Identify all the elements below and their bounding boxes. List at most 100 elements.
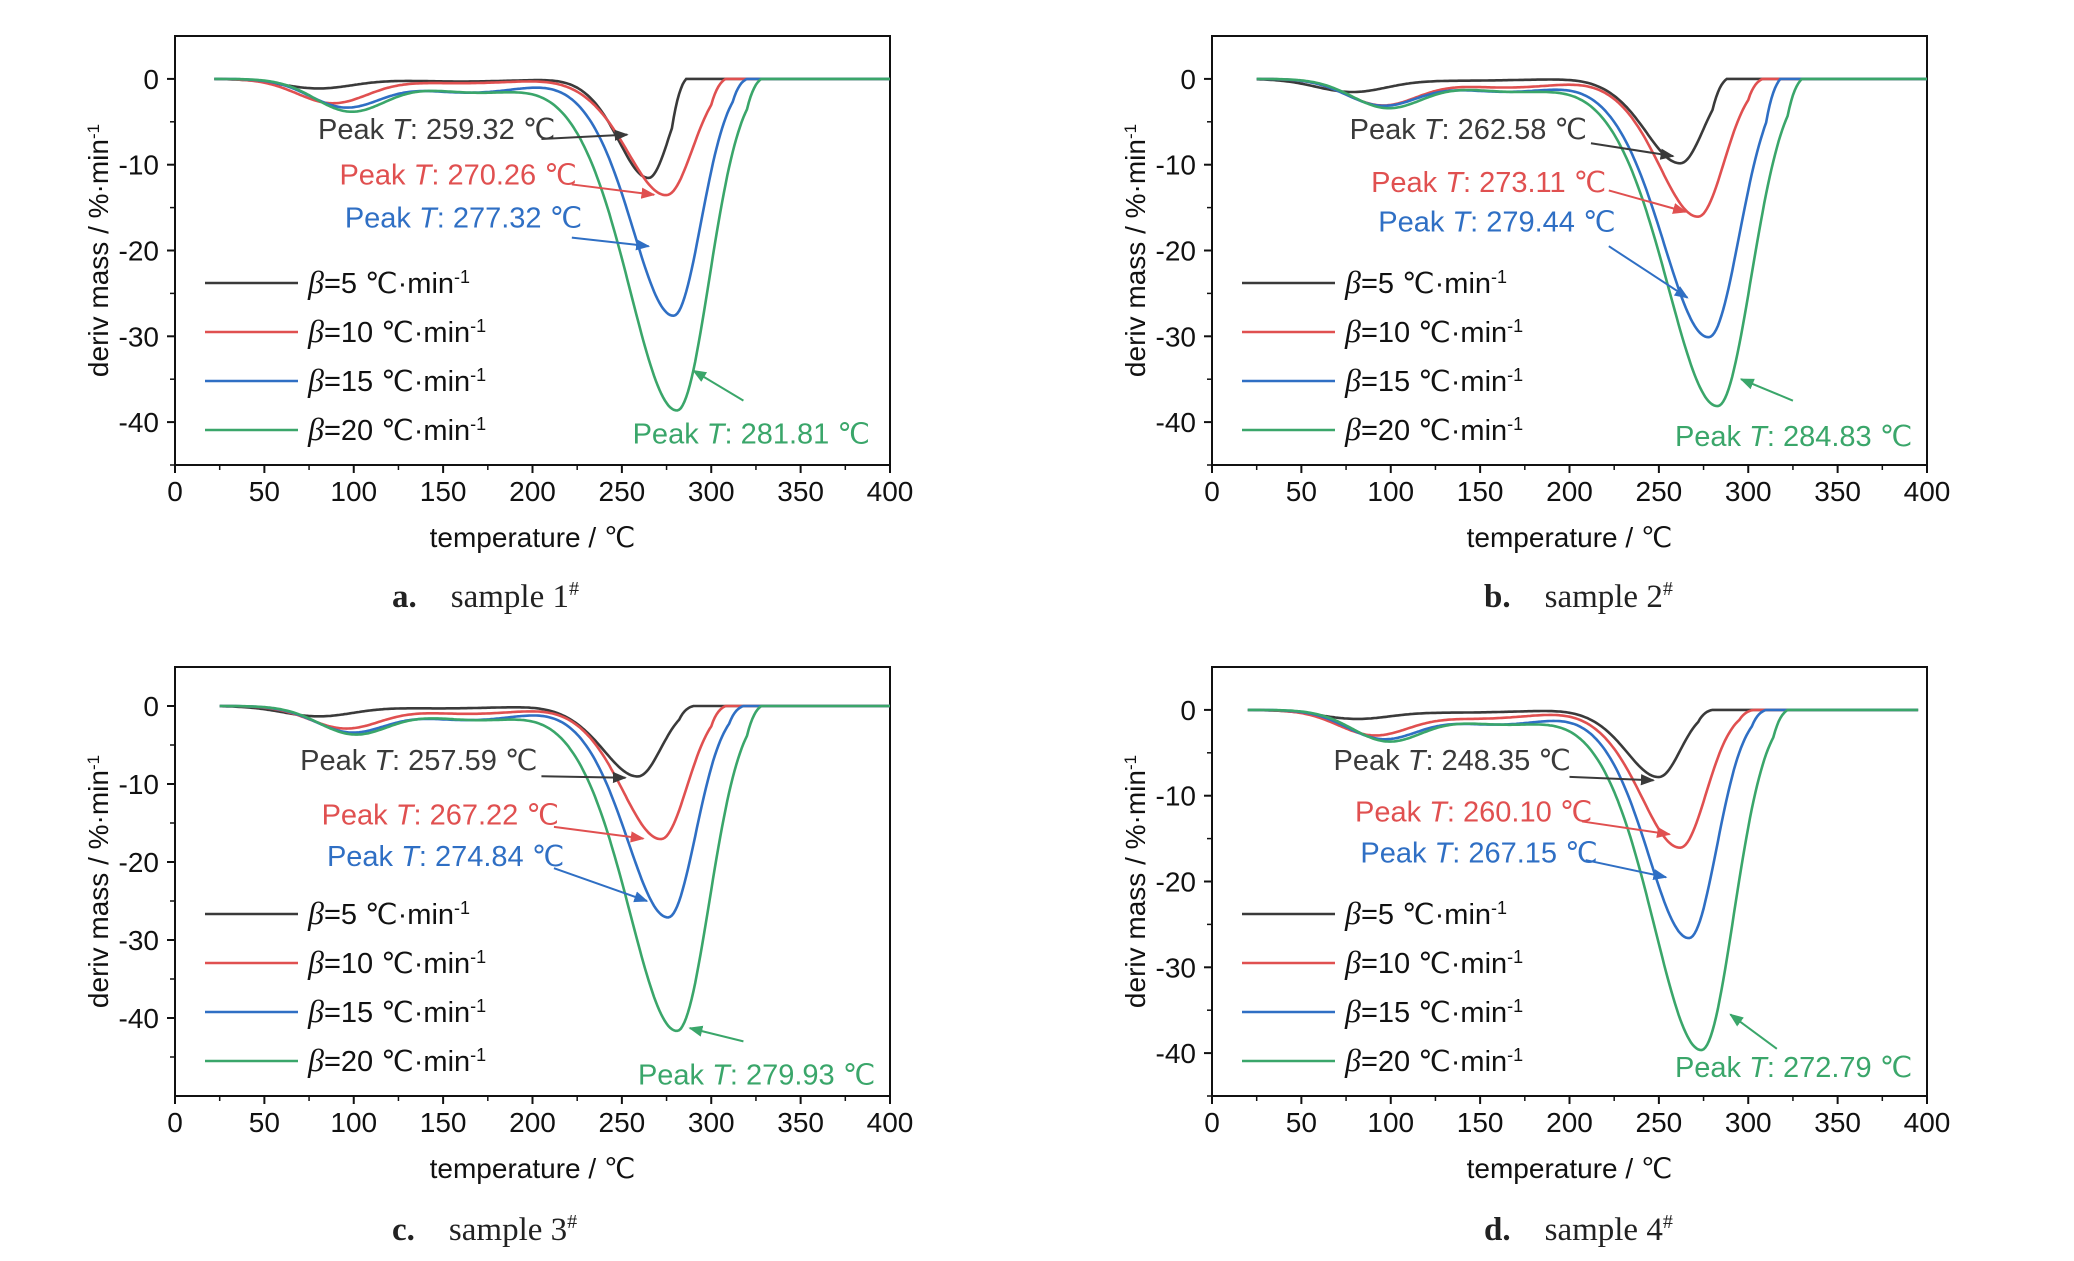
peak-arrow <box>688 1025 744 1043</box>
caption-text: sample 2 <box>1544 579 1663 615</box>
x-tick-label: 0 <box>1204 1107 1220 1138</box>
y-tick-label: -20 <box>119 847 159 878</box>
x-tick-label: 200 <box>509 476 556 507</box>
x-tick-label: 250 <box>599 476 646 507</box>
x-tick-label: 150 <box>1457 476 1504 507</box>
y-axis-title: deriv mass / %·min-1 <box>83 124 114 377</box>
caption-letter: c. <box>392 1212 415 1248</box>
caption-sup: # <box>1662 578 1673 600</box>
x-tick-label: 400 <box>1904 476 1951 507</box>
legend-label: β=10 ℃·min-1 <box>1344 944 1523 980</box>
legend-label: β=5 ℃·min-1 <box>307 895 470 931</box>
panel-c: 0 50 100 150 200 250 300 350 400 0 -10 -20 -30 -40 tem… <box>0 631 1037 1261</box>
y-tick-label: 0 <box>143 64 159 95</box>
peak-label: Peak T: 281.81 ℃ <box>633 419 870 451</box>
peak-label: Peak T: 274.84 ℃ <box>327 841 564 873</box>
legend-label: β=5 ℃·min-1 <box>1344 264 1507 300</box>
caption-d: d. sample 4# <box>1484 1211 1673 1249</box>
peak-arrow <box>553 825 645 843</box>
series-line-4 <box>1247 708 1919 1052</box>
peak-arrow <box>692 369 744 402</box>
peak-label: Peak T: 272.79 ℃ <box>1675 1052 1912 1084</box>
peak-label: Peak T: 279.44 ℃ <box>1378 207 1615 239</box>
x-tick-label: 200 <box>509 1107 556 1138</box>
legend-label: β=20 ℃·min-1 <box>307 411 486 447</box>
y-axis-title: deriv mass / %·min-1 <box>1120 124 1151 377</box>
x-tick-label: 100 <box>330 1107 377 1138</box>
y-axis-title: deriv mass / %·min-1 <box>83 755 114 1008</box>
peak-arrow <box>541 771 627 784</box>
legend-label: β=20 ℃·min-1 <box>1344 411 1523 447</box>
x-axis-title: temperature / ℃ <box>430 1153 636 1184</box>
y-tick-label: -40 <box>119 407 159 438</box>
y-tick-label: -40 <box>1156 1038 1196 1069</box>
peak-label: Peak T: 273.11 ℃ <box>1371 167 1606 199</box>
y-tick-label: -10 <box>1156 781 1196 812</box>
x-tick-label: 0 <box>167 1107 183 1138</box>
peak-label: Peak T: 267.15 ℃ <box>1360 838 1597 870</box>
y-tick-label: 0 <box>143 691 159 722</box>
legend-label: β=15 ℃·min-1 <box>307 993 486 1029</box>
caption-a: a. sample 1# <box>392 578 579 616</box>
series-line-4 <box>214 77 890 412</box>
x-tick-label: 100 <box>330 476 377 507</box>
x-tick-label: 100 <box>1367 476 1414 507</box>
caption-text: sample 1 <box>450 579 569 615</box>
x-tick-label: 150 <box>1457 1107 1504 1138</box>
x-tick-label: 350 <box>777 476 824 507</box>
x-tick-label: 350 <box>777 1107 824 1138</box>
x-tick-label: 50 <box>249 476 280 507</box>
x-tick-label: 50 <box>1286 1107 1317 1138</box>
peak-label: Peak T: 279.93 ℃ <box>638 1059 875 1091</box>
x-tick-label: 400 <box>867 476 914 507</box>
caption-letter: a. <box>392 579 417 615</box>
panel-a: 0 50 100 150 200 250 300 350 400 0 -10 -20 -30 -40 tem… <box>0 0 1037 630</box>
y-tick-label: -10 <box>119 150 159 181</box>
chart-b: 0 50 100 150 200 250 300 350 400 0 -10 -20 -30 -40 tem… <box>1120 35 1951 553</box>
caption-letter: d. <box>1484 1212 1511 1248</box>
plot-frame <box>1211 35 1928 466</box>
x-tick-label: 300 <box>1725 1107 1772 1138</box>
y-tick-label: -40 <box>1156 407 1196 438</box>
legend-label: β=5 ℃·min-1 <box>307 264 470 300</box>
x-tick-label: 300 <box>1725 476 1772 507</box>
peak-label: Peak T: 277.32 ℃ <box>345 202 582 234</box>
peak-arrow <box>1569 774 1655 786</box>
x-tick-label: 250 <box>1636 1107 1683 1138</box>
peak-arrow <box>1585 859 1668 881</box>
panel-d: 0 50 100 150 200 250 300 350 400 0 -10 -20 -30 -40 tem… <box>1037 631 2074 1261</box>
legend-label: β=5 ℃·min-1 <box>1344 895 1507 931</box>
caption-sup: # <box>1662 1211 1673 1233</box>
y-tick-label: -30 <box>119 925 159 956</box>
peak-arrow <box>1581 820 1671 839</box>
x-tick-label: 200 <box>1546 1107 1593 1138</box>
plot-frame <box>174 35 891 466</box>
peak-label: Peak T: 270.26 ℃ <box>339 159 576 191</box>
panel-b: 0 50 100 150 200 250 300 350 400 0 -10 -20 -30 -40 tem… <box>1037 0 2074 630</box>
chart-c: 0 50 100 150 200 250 300 350 400 0 -10 -20 -30 -40 tem… <box>83 666 914 1184</box>
peak-arrow <box>571 183 656 199</box>
peak-label: Peak T: 259.32 ℃ <box>318 114 555 146</box>
legend-label: β=20 ℃·min-1 <box>307 1042 486 1078</box>
peak-label: Peak T: 248.35 ℃ <box>1334 745 1571 777</box>
x-axis-title: temperature / ℃ <box>1467 522 1673 553</box>
plot-frame <box>174 666 891 1097</box>
x-tick-label: 350 <box>1814 476 1861 507</box>
x-tick-label: 250 <box>1636 476 1683 507</box>
x-tick-label: 0 <box>167 476 183 507</box>
chart-d: 0 50 100 150 200 250 300 350 400 0 -10 -20 -30 -40 tem… <box>1120 666 1950 1184</box>
x-tick-label: 400 <box>867 1107 914 1138</box>
chart-a: 0 50 100 150 200 250 300 350 400 0 -10 -20 -30 -40 tem… <box>83 35 914 553</box>
peak-arrow <box>1739 378 1794 402</box>
x-tick-label: 150 <box>420 1107 467 1138</box>
caption-letter: b. <box>1484 579 1511 615</box>
y-tick-label: 0 <box>1180 695 1196 726</box>
x-tick-label: 50 <box>249 1107 280 1138</box>
peak-arrow <box>571 236 651 251</box>
y-axis-title: deriv mass / %·min-1 <box>1120 755 1151 1008</box>
caption-sup: # <box>568 578 579 600</box>
peak-arrow <box>541 129 629 141</box>
peak-label: Peak T: 262.58 ℃ <box>1350 114 1587 146</box>
y-tick-label: -20 <box>1156 236 1196 267</box>
